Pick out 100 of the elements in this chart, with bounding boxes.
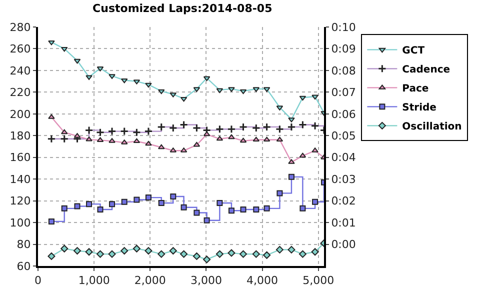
point [240, 89, 247, 94]
point [120, 247, 128, 255]
point [312, 94, 318, 100]
point [263, 136, 270, 142]
point [48, 252, 56, 260]
point [263, 251, 271, 259]
point [180, 96, 188, 102]
point [96, 250, 104, 258]
point [288, 246, 296, 254]
point [276, 190, 283, 196]
x-tick-label: 2,000 [134, 274, 166, 288]
x-tick-label: 1,000 [78, 274, 110, 288]
point [298, 250, 306, 258]
point [85, 248, 93, 256]
point [240, 206, 246, 213]
point [180, 250, 188, 258]
point [192, 252, 200, 260]
point [61, 205, 68, 212]
y-tick-label: 160 [10, 151, 31, 164]
legend-label: Pace [402, 84, 429, 95]
point [132, 244, 140, 252]
point [60, 129, 68, 134]
y2-tick-label: 0:07 [331, 86, 356, 100]
point [288, 118, 295, 122]
point [288, 174, 294, 180]
point [228, 208, 234, 214]
point [145, 194, 152, 201]
point [48, 114, 55, 119]
point [216, 136, 224, 141]
y2-tick-label: 0:03 [331, 172, 356, 186]
point [276, 246, 284, 254]
y2-tick-label: 0:05 [331, 129, 356, 142]
y2-tick-label: 0:01 [331, 216, 356, 230]
point [133, 138, 140, 144]
point [158, 89, 165, 94]
point [74, 203, 80, 210]
point [311, 248, 319, 256]
point [253, 206, 260, 213]
point [109, 201, 116, 208]
point [300, 205, 306, 212]
y-tick-label: 120 [10, 194, 31, 208]
point [203, 256, 211, 264]
y2-tick-label: 0:00 [331, 238, 356, 252]
point [158, 144, 165, 150]
point [158, 200, 164, 206]
y-tick-label: 220 [10, 86, 31, 100]
y-tick-label: 260 [10, 42, 31, 56]
y2-tick-label: 0:10 [331, 20, 356, 34]
y-tick-label: 100 [10, 216, 31, 230]
y-tick-label: 60 [16, 260, 31, 273]
point [48, 218, 54, 224]
y-tick-label: 200 [10, 108, 31, 121]
point [74, 247, 81, 255]
point [108, 74, 116, 79]
point [203, 76, 210, 82]
point [158, 250, 166, 258]
point [264, 205, 270, 212]
point [194, 210, 200, 216]
point [228, 134, 235, 140]
y-tick-label: 80 [16, 238, 31, 252]
point [288, 159, 295, 164]
y-tick-label: 280 [10, 20, 31, 34]
point [48, 40, 55, 46]
y2-tick-label: 0:06 [331, 108, 356, 121]
point [240, 250, 247, 258]
legend-label: Cadence [402, 64, 450, 76]
point [228, 87, 235, 92]
x-tick-label: 3,000 [190, 274, 222, 288]
point [86, 75, 92, 80]
point [216, 88, 224, 94]
point [276, 136, 284, 142]
point [312, 148, 318, 152]
point [180, 204, 187, 210]
point [203, 131, 210, 136]
y-tick-label: 140 [10, 172, 31, 186]
point [108, 250, 116, 258]
point [144, 247, 152, 255]
point [86, 136, 92, 142]
point [169, 247, 177, 255]
point [204, 217, 210, 224]
point [108, 138, 116, 143]
point [121, 198, 128, 205]
y2-tick-label: 0:04 [331, 151, 356, 164]
point [216, 200, 223, 206]
point [299, 96, 306, 101]
chart-title: Customized Laps:2014-08-05 [92, 2, 272, 16]
point [240, 138, 247, 143]
point [252, 136, 260, 142]
point [74, 58, 81, 64]
y2-tick-label: 0:02 [331, 194, 356, 208]
point [145, 82, 152, 88]
y-tick-label: 180 [10, 129, 31, 142]
point [120, 78, 128, 84]
point [97, 206, 104, 213]
point [134, 196, 140, 203]
legend-label: Oscillation [402, 122, 462, 133]
point [193, 142, 200, 147]
point [170, 193, 176, 200]
x-tick-label: 0 [34, 274, 42, 288]
y-tick-label: 240 [10, 64, 31, 78]
